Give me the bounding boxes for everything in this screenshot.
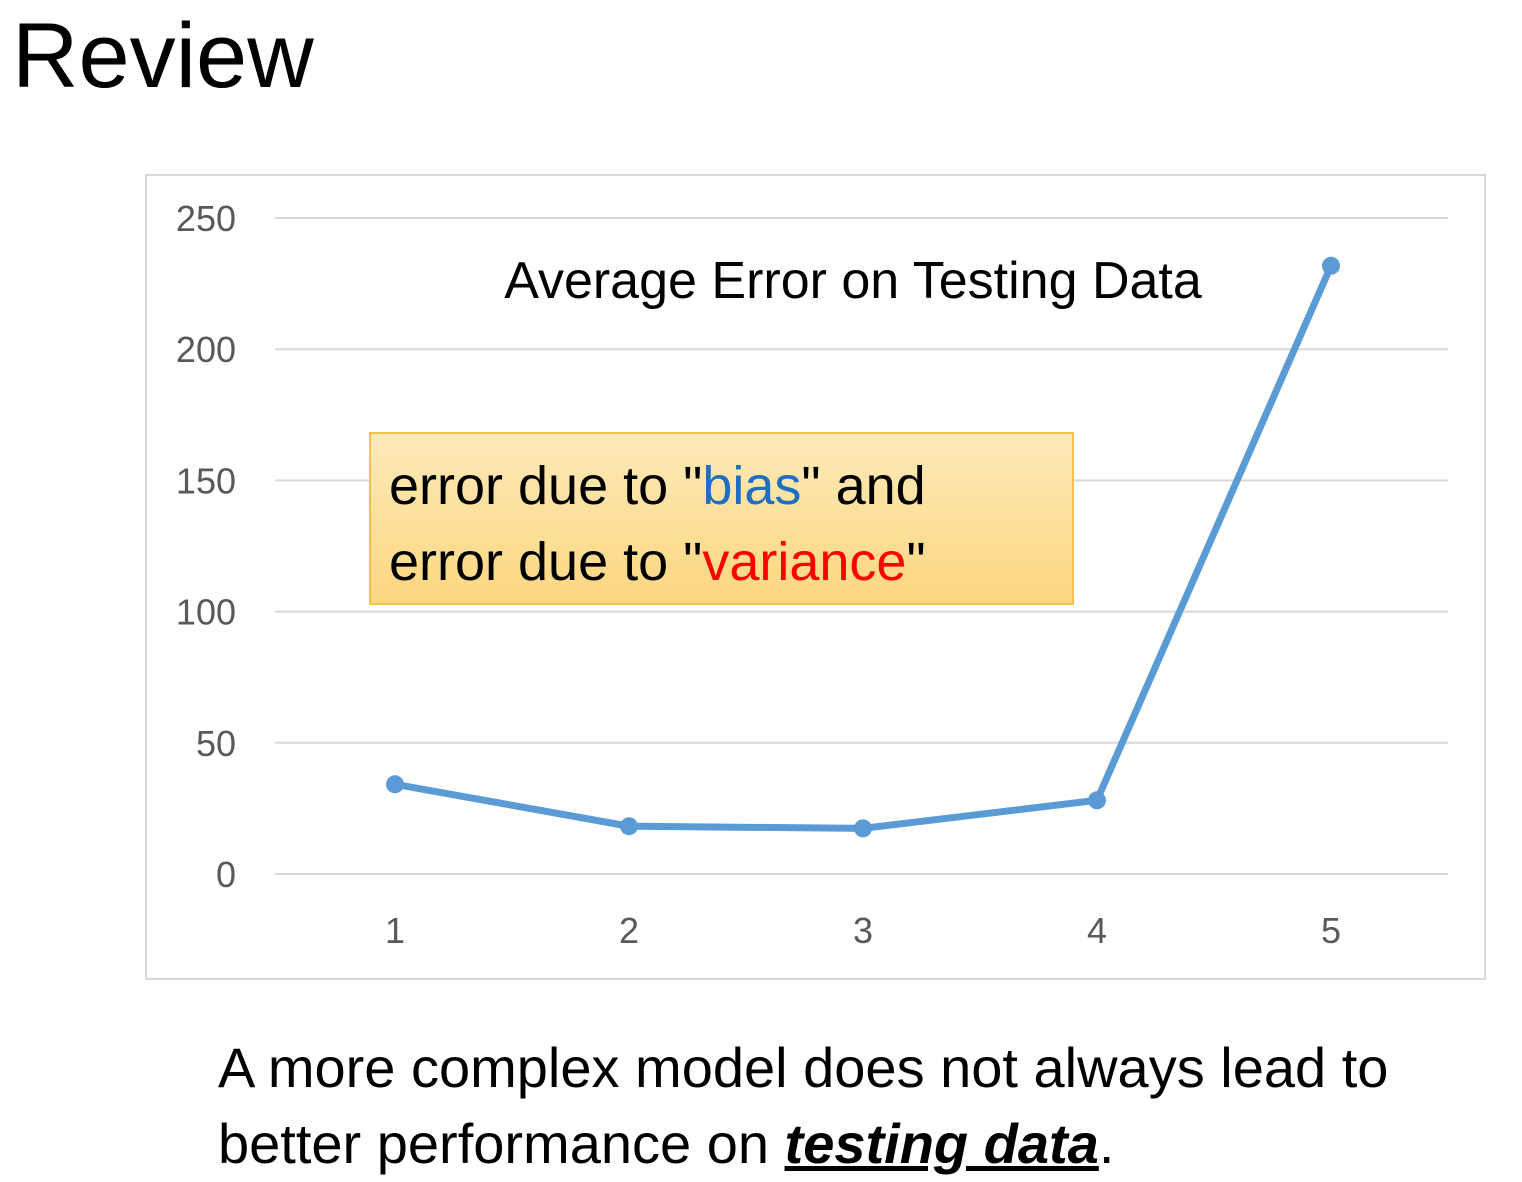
x-tick-label: 2: [619, 910, 639, 951]
series-layer: [386, 256, 1340, 838]
bias-label: bias: [702, 456, 802, 516]
annotation-callout: error due to "bias" and error due to "va…: [369, 432, 1074, 605]
variance-label: variance: [702, 532, 907, 592]
data-point: [1088, 791, 1106, 810]
y-axis-ticks: 0 50 100 150 200 250: [176, 198, 236, 895]
data-point: [1322, 256, 1340, 275]
chart-title: Average Error on Testing Data: [504, 252, 1202, 310]
x-tick-label: 4: [1087, 910, 1107, 951]
callout-line-2: error due to "variance": [389, 524, 1072, 600]
data-point: [854, 819, 872, 838]
y-tick-label: 250: [176, 198, 236, 239]
data-point: [386, 775, 404, 794]
caption: A more complex model does not always lea…: [218, 1030, 1508, 1182]
caption-period: .: [1098, 1112, 1115, 1175]
x-tick-label: 3: [853, 910, 873, 951]
callout-line-1-suffix: " and: [801, 456, 926, 516]
gridlines: [275, 217, 1448, 875]
callout-line-1-prefix: error due to ": [389, 456, 703, 516]
x-tick-label: 1: [385, 910, 405, 951]
y-tick-label: 200: [176, 329, 236, 370]
y-tick-label: 50: [196, 723, 236, 764]
y-tick-label: 150: [176, 460, 236, 501]
data-point: [620, 817, 638, 836]
callout-line-2-prefix: error due to ": [389, 532, 703, 592]
caption-text: A more complex model does not always lea…: [218, 1036, 1389, 1175]
x-tick-label: 5: [1321, 910, 1341, 951]
caption-emphasis: testing data: [784, 1112, 1099, 1175]
slide-title: Review: [12, 5, 314, 107]
callout-line-2-suffix: ": [906, 532, 926, 592]
y-tick-label: 100: [176, 592, 236, 633]
callout-line-1: error due to "bias" and: [389, 448, 1072, 524]
y-tick-label: 0: [216, 854, 236, 895]
x-axis-ticks: 1 2 3 4 5: [385, 910, 1341, 951]
